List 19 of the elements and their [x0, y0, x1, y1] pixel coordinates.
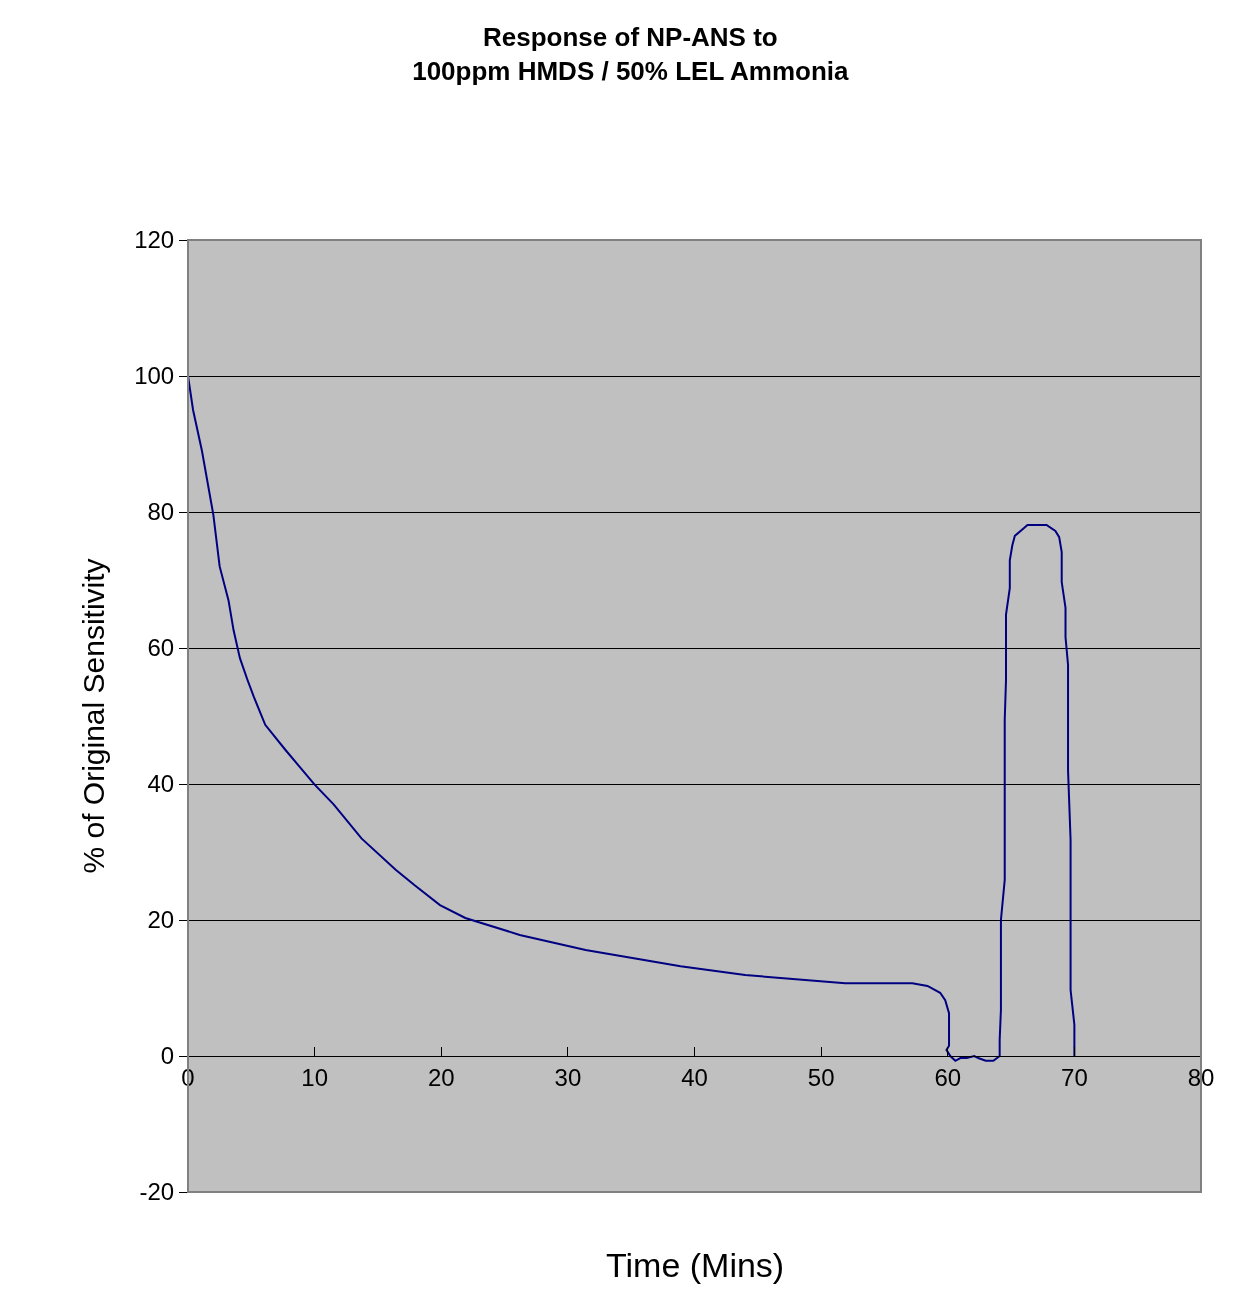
y-tick-label: 120 [134, 226, 175, 254]
y-tick-label: 20 [147, 906, 175, 934]
y-tick-label: 100 [134, 362, 175, 390]
x-tick-label: 30 [554, 1063, 582, 1091]
x-axis-title: Time (Mins) [606, 1246, 785, 1284]
y-tick-label: 60 [147, 634, 175, 662]
y-tick-label: 40 [147, 770, 175, 798]
x-tick-label: 60 [934, 1063, 962, 1091]
x-tick-label: 20 [427, 1063, 455, 1091]
chart-title: Response of NP-ANS to 100ppm HMDS / 50% LEL Ammonia [412, 21, 850, 86]
x-tick-label: 50 [807, 1063, 835, 1091]
y-axis-title: % of Original Sensitivity [77, 558, 111, 874]
x-tick-label: 10 [301, 1063, 328, 1091]
x-tick-label: 80 [1187, 1063, 1215, 1091]
x-tick-label: 40 [681, 1063, 708, 1091]
y-tick-label: 0 [160, 1042, 175, 1070]
x-tick-label: 70 [1061, 1063, 1088, 1091]
y-tick-label: 80 [147, 498, 175, 526]
y-tick-label: -20 [139, 1178, 175, 1206]
